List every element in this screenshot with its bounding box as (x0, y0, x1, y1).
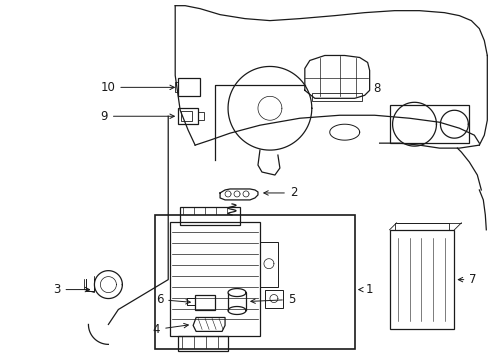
Text: 9: 9 (100, 110, 174, 123)
Bar (178, 336, 227, 351)
Text: 2: 2 (264, 186, 297, 199)
Text: 1: 1 (365, 283, 372, 296)
Bar (394, 223, 448, 230)
Bar (180, 207, 240, 225)
Bar (155, 215, 354, 349)
Bar (389, 230, 453, 329)
Text: 3: 3 (53, 283, 89, 296)
Text: 6: 6 (155, 293, 190, 306)
Bar (195, 294, 215, 310)
Bar (198, 112, 203, 120)
Text: 4: 4 (152, 323, 188, 336)
Bar (311, 93, 361, 101)
Text: 5: 5 (250, 293, 295, 306)
Bar (389, 105, 468, 143)
Text: 7: 7 (457, 273, 476, 286)
Text: 10: 10 (100, 81, 174, 94)
Bar (264, 289, 283, 307)
Bar (260, 242, 277, 287)
Bar (175, 82, 178, 92)
Bar (170, 222, 260, 336)
Text: 8: 8 (373, 82, 380, 95)
Bar (178, 108, 198, 124)
Bar (178, 78, 200, 96)
Bar (181, 111, 192, 121)
